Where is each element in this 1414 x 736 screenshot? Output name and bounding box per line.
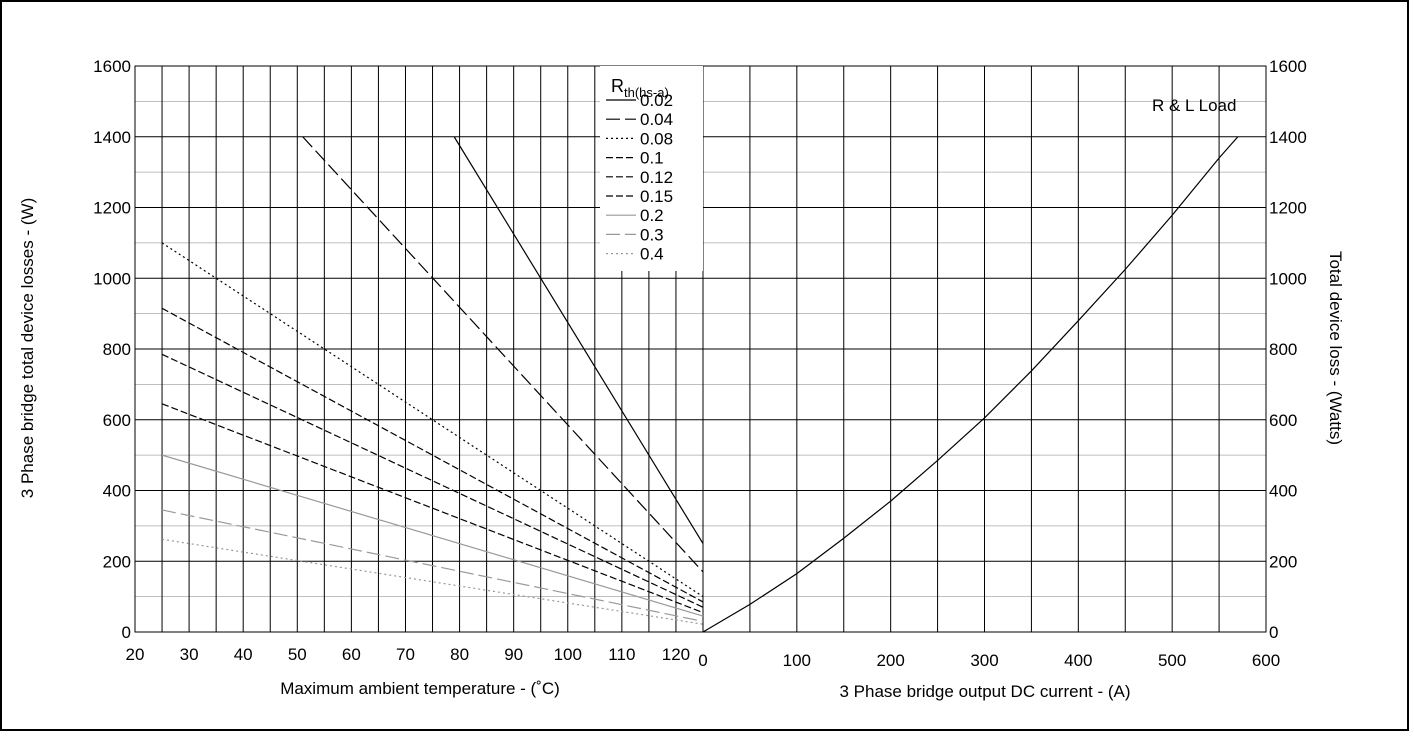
legend: Rth(hs-a) 0.020.040.080.10.120.150.20.30…: [600, 66, 703, 271]
left-y-tick-label: 600: [103, 411, 131, 430]
legend-label: 0.15: [640, 187, 673, 206]
right-x-tick-label: 0: [698, 651, 707, 670]
legend-label: 0.2: [640, 206, 664, 225]
right-x-tick-label: 300: [970, 651, 998, 670]
left-y-tick-label: 0: [122, 623, 131, 642]
left-panel-series: [161, 136, 704, 625]
left-x-tick-label: 110: [608, 645, 635, 664]
legend-label: 0.3: [640, 225, 664, 244]
series-line-0-3: [161, 509, 704, 622]
legend-label: 0.02: [640, 91, 673, 110]
series-line-0-1: [161, 307, 704, 603]
left-x-tick-label: 60: [342, 645, 361, 664]
left-x-tick-label: 30: [180, 645, 199, 664]
right-chart-title: R & L Load: [1152, 96, 1236, 115]
left-panel-grid: [134, 65, 704, 633]
right-x-tick-label: 200: [876, 651, 904, 670]
right-x-tick-label: 400: [1064, 651, 1092, 670]
series-line-0-02: [453, 136, 704, 544]
left-panel-tick-labels: 0 200 400 600 800 1000 1200 1400 1600 20 30 40 50 60 7…: [93, 57, 690, 664]
left-y-tick-label: 200: [103, 552, 131, 571]
series-line-0-04: [302, 136, 704, 573]
right-y-tick-label: 1200: [1269, 199, 1307, 218]
right-y-tick-label: 1400: [1269, 128, 1307, 147]
right-y-tick-label: 200: [1269, 552, 1297, 571]
legend-items: 0.020.040.080.10.120.150.20.30.4: [606, 91, 673, 264]
right-y-tick-label: 400: [1269, 482, 1297, 501]
right-x-tick-label: 500: [1158, 651, 1186, 670]
legend-label: 0.1: [640, 149, 664, 168]
legend-label: 0.12: [640, 168, 673, 187]
left-y-tick-label: 400: [103, 482, 131, 501]
left-x-tick-label: 100: [554, 645, 582, 664]
legend-title-main: R: [611, 76, 624, 96]
right-panel-tick-labels: 0 200 400 600 800 1000 1200 1400 1600 0 100 200 300 4…: [698, 57, 1307, 670]
left-x-tick-label: 120: [662, 645, 690, 664]
legend-title: Rth(hs-a): [611, 76, 669, 100]
series-line-0-2: [161, 454, 704, 617]
right-y-axis-label: Total device loss - (Watts): [1326, 251, 1345, 445]
legend-title-sub: th(hs-a): [624, 85, 669, 100]
right-y-tick-label: 0: [1269, 623, 1278, 642]
right-y-tick-label: 800: [1269, 340, 1297, 359]
series-line-0-4: [161, 538, 704, 625]
left-y-axis-label: 3 Phase bridge total device losses - (W): [18, 198, 37, 498]
left-x-axis-label: Maximum ambient temperature - (˚C): [280, 679, 560, 698]
legend-label: 0.04: [640, 110, 673, 129]
right-x-tick-label: 600: [1252, 651, 1280, 670]
right-panel-grid: [702, 65, 1267, 633]
left-x-tick-label: 20: [126, 645, 145, 664]
right-x-tick-label: 100: [783, 651, 811, 670]
left-y-tick-label: 800: [103, 340, 131, 359]
right-plot-border: [702, 65, 1267, 633]
left-y-tick-label: 1400: [93, 128, 131, 147]
left-y-tick-label: 1600: [93, 57, 131, 76]
right-x-axis-label: 3 Phase bridge output DC current - (A): [839, 682, 1130, 701]
right-y-tick-label: 600: [1269, 411, 1297, 430]
left-x-tick-label: 50: [288, 645, 307, 664]
left-x-tick-label: 80: [450, 645, 469, 664]
right-y-tick-label: 1600: [1269, 57, 1307, 76]
right-series-line-0: [702, 136, 1239, 633]
left-x-tick-label: 40: [234, 645, 253, 664]
series-line-0-15: [161, 403, 704, 614]
left-y-tick-label: 1200: [93, 199, 131, 218]
left-x-tick-label: 70: [396, 645, 415, 664]
legend-label: 0.08: [640, 129, 673, 148]
right-y-tick-label: 1000: [1269, 269, 1307, 288]
left-x-tick-label: 90: [504, 645, 523, 664]
right-panel-series: [702, 136, 1239, 633]
legend-label: 0.4: [640, 245, 664, 264]
left-y-tick-label: 1000: [93, 269, 131, 288]
